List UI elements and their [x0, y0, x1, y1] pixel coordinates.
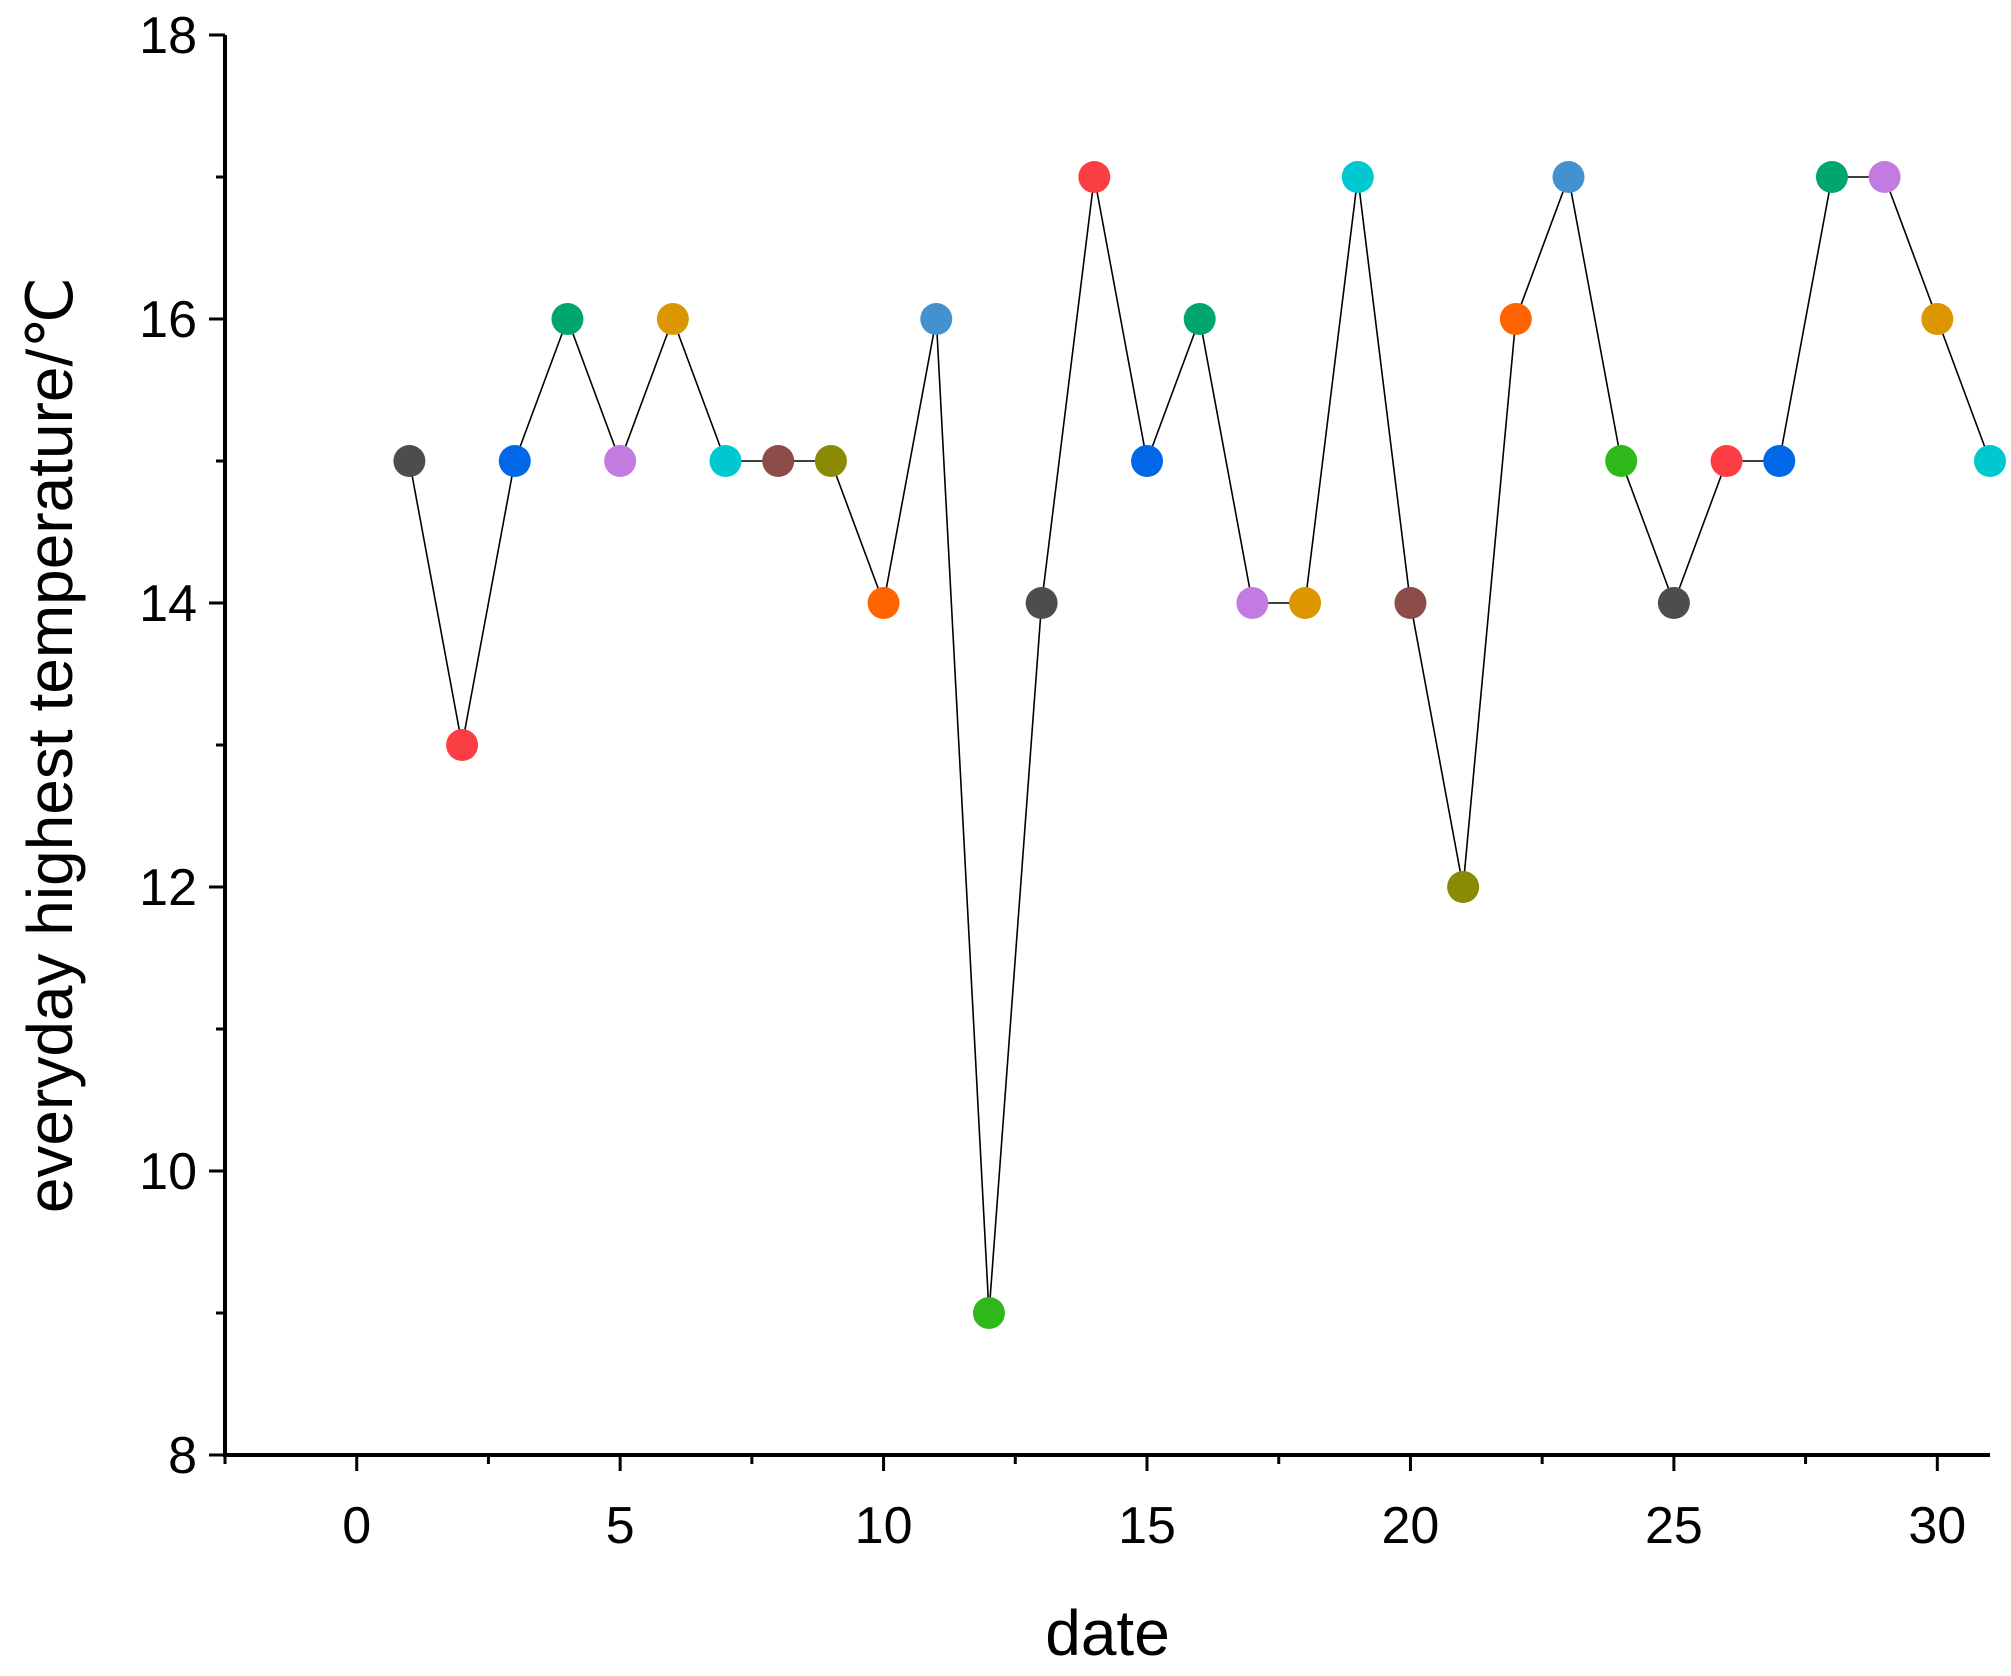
data-point [762, 445, 795, 477]
axes [223, 35, 1990, 1457]
x-tick-label: 20 [1382, 1497, 1440, 1555]
data-point [814, 445, 847, 477]
data-point [972, 1297, 1005, 1329]
data-point [1657, 587, 1690, 619]
y-tick-label: 14 [139, 575, 197, 633]
series-line [408, 174, 1991, 1314]
data-point [920, 303, 953, 335]
data-point [1815, 161, 1848, 193]
y-tick-label: 8 [168, 1427, 197, 1485]
data-point [1131, 445, 1164, 477]
x-tick-label: 0 [342, 1497, 371, 1555]
x-tick-label: 10 [855, 1497, 913, 1555]
data-point [1921, 303, 1954, 335]
x-axis-ticks: 0 5 10 15 20 25 30 [223, 1455, 1966, 1555]
data-point [446, 729, 479, 761]
data-point [1078, 161, 1111, 193]
x-tick-label: 15 [1118, 1497, 1176, 1555]
x-tick-label: 5 [606, 1497, 635, 1555]
data-point [709, 445, 742, 477]
data-point [1289, 587, 1322, 619]
data-point [1605, 445, 1638, 477]
y-tick-label: 12 [139, 859, 197, 917]
data-point [498, 445, 531, 477]
data-point [1447, 871, 1480, 903]
data-point [1499, 303, 1532, 335]
data-point [867, 587, 900, 619]
data-point [551, 303, 584, 335]
data-point [1025, 587, 1058, 619]
data-point [393, 445, 426, 477]
data-point [1236, 587, 1269, 619]
data-points [393, 161, 2006, 1329]
x-tick-label: 25 [1645, 1497, 1703, 1555]
x-tick-label: 30 [1908, 1497, 1966, 1555]
y-tick-label: 10 [139, 1143, 197, 1201]
data-point [604, 445, 637, 477]
data-point [1341, 161, 1374, 193]
y-tick-label: 16 [139, 291, 197, 349]
data-point [1868, 161, 1901, 193]
data-point [1183, 303, 1216, 335]
data-point [656, 303, 689, 335]
data-point [1974, 445, 2006, 477]
y-axis-title: everyday highest temperature/℃ [14, 277, 86, 1213]
y-axis-ticks: 8 10 12 14 16 18 [139, 7, 225, 1485]
data-point [1394, 587, 1427, 619]
data-point [1552, 161, 1585, 193]
data-point [1763, 445, 1796, 477]
data-point [1710, 445, 1743, 477]
y-tick-label: 18 [139, 7, 197, 65]
x-axis-title: date [1045, 1597, 1170, 1669]
